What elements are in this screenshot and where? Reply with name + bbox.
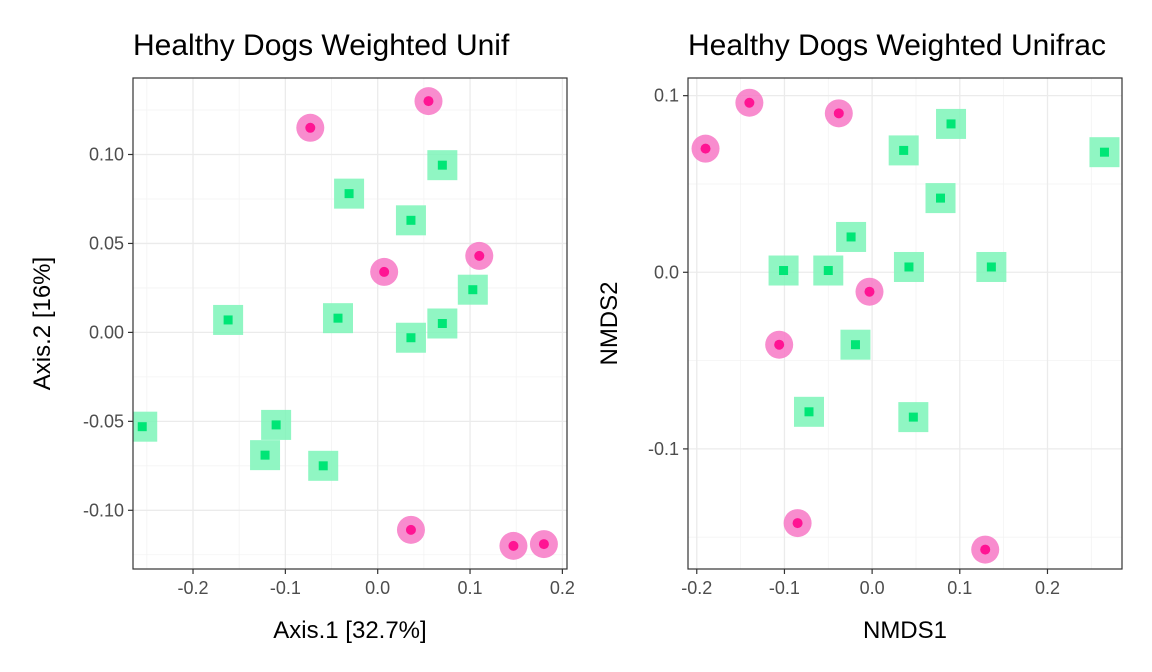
x-tick-label: 0.1 — [947, 578, 972, 598]
chart-title: Healthy Dogs Weighted Unifrac — [688, 29, 1106, 62]
data-point-circle — [774, 339, 785, 350]
x-tick-label: -0.1 — [769, 578, 800, 598]
data-point-circle — [508, 540, 519, 551]
data-point-square — [936, 193, 946, 203]
panel-border — [687, 77, 1123, 570]
data-point-square — [260, 450, 270, 460]
panel-border — [132, 77, 568, 570]
data-point-circle — [833, 108, 844, 119]
data-point-circle — [538, 539, 549, 550]
grid-lines — [688, 78, 1122, 569]
data-point-square — [1099, 147, 1109, 157]
x-tick-label: 0.0 — [365, 578, 390, 598]
y-tick-label: 0.1 — [654, 86, 679, 106]
data-point-square — [468, 285, 478, 295]
y-tick-label: -0.1 — [648, 439, 679, 459]
data-point-circle — [379, 266, 390, 277]
data-point-square — [850, 340, 860, 350]
data-point-square — [406, 215, 416, 225]
data-point-circle — [305, 122, 316, 133]
data-point-square — [437, 319, 447, 328]
data-point-square — [223, 315, 233, 325]
y-tick-label: 0.05 — [89, 233, 124, 253]
x-axis-title: NMDS1 — [863, 617, 947, 644]
y-tick-label: 0.0 — [654, 262, 679, 282]
data-point-circle — [405, 524, 416, 535]
data-point-square — [406, 333, 416, 343]
data-point-square — [904, 262, 914, 272]
pcoa-panel: -0.2 -0.1 0.0 0.1 0.2 -0.10 -0.05 0.00 0.05 0.10 A… — [29, 29, 575, 644]
data-points — [133, 87, 558, 560]
data-point-square — [344, 189, 354, 199]
data-point-square — [823, 266, 833, 276]
data-point-square — [899, 145, 909, 155]
data-point-square — [333, 313, 343, 323]
nmds-panel: -0.2 -0.1 0.0 0.1 0.2-0.10.00.1NMDS1NMDS2Hea… — [596, 29, 1123, 644]
data-point-circle — [864, 286, 875, 297]
data-point-square — [137, 422, 147, 432]
x-tick-label: -0.1 — [270, 578, 301, 598]
y-tick-label: -0.05 — [83, 411, 124, 431]
chart-title: Healthy Dogs Weighted Unif — [133, 29, 510, 62]
data-point-circle — [474, 250, 485, 261]
x-tick-label: 0.2 — [550, 578, 575, 598]
x-axis-title: Axis.1 [32.7%] — [273, 617, 426, 644]
data-point-square — [946, 119, 956, 129]
data-point-square — [779, 266, 789, 276]
y-axis-title: Axis.2 [16%] — [29, 257, 56, 390]
data-point-square — [986, 262, 996, 272]
y-tick-label: 0.10 — [89, 144, 124, 164]
data-point-square — [804, 407, 814, 417]
x-tick-label: -0.2 — [681, 578, 712, 598]
y-axis-title: NMDS2 — [596, 281, 623, 365]
x-tick-label: 0.0 — [860, 578, 885, 598]
data-point-circle — [423, 96, 434, 107]
data-point-circle — [980, 544, 991, 555]
x-tick-label: 0.2 — [1035, 578, 1060, 598]
y-tick-label: -0.10 — [83, 500, 124, 520]
x-tick-label: -0.2 — [178, 578, 209, 598]
data-point-circle — [744, 97, 755, 108]
x-tick-label: 0.1 — [458, 578, 483, 598]
data-point-circle — [792, 518, 803, 529]
data-point-square — [437, 160, 447, 170]
data-point-circle — [700, 143, 711, 154]
data-point-square — [318, 461, 328, 471]
data-points — [691, 88, 1120, 564]
data-point-square — [846, 232, 856, 242]
data-point-square — [908, 412, 918, 422]
data-point-square — [271, 420, 281, 430]
y-tick-label: 0.00 — [89, 322, 124, 342]
